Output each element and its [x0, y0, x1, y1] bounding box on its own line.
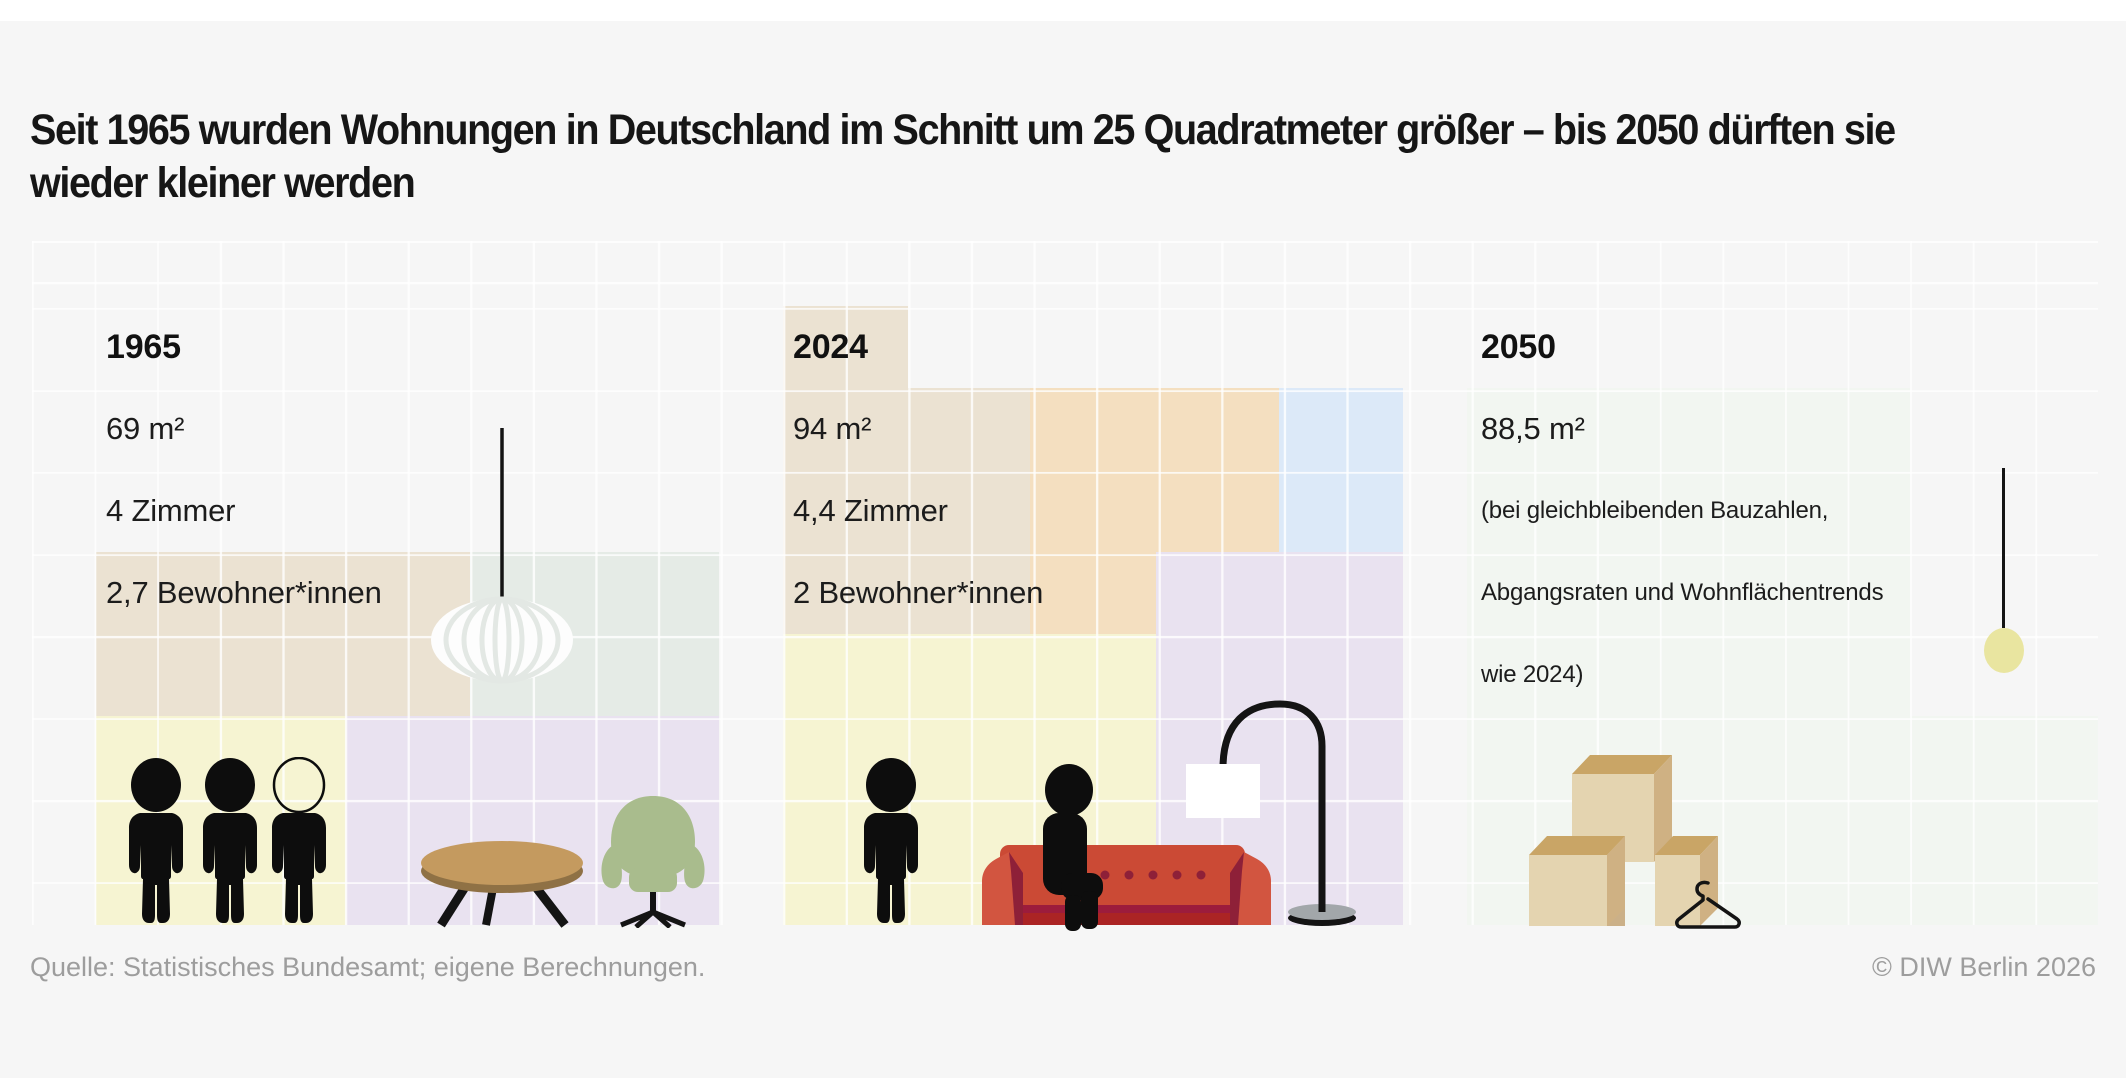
title-line2: wieder kleiner werden: [30, 159, 416, 207]
block-2024-orange-2: [1030, 552, 1156, 634]
pendant-lamp-icon: [431, 428, 573, 684]
label-1965-occupants: 2,7 Bewohner*innen: [106, 575, 382, 610]
title-line1: Seit 1965 wurden Wohnungen in Deutschlan…: [30, 106, 1896, 154]
label-2024-rooms: 4,4 Zimmer: [793, 493, 948, 528]
block-2024-blue: [1279, 388, 1403, 552]
furniture-1965: [421, 796, 705, 928]
label-2024-year: 2024: [793, 327, 868, 366]
label-1965-year: 1965: [106, 327, 181, 366]
person-icon: [129, 758, 257, 923]
armchair-icon: [601, 796, 705, 928]
plumb-bob-icon: [1984, 628, 2024, 673]
label-2050-year: 2050: [1481, 327, 1556, 366]
label-2024-occupants: 2 Bewohner*innen: [793, 575, 1044, 610]
floor-lamp-icon: [1186, 700, 1356, 926]
clothes-hanger-icon: [1675, 880, 1741, 929]
partial-person-icon: [272, 757, 326, 923]
source-note: Quelle: Statistisches Bundesamt; eigene …: [30, 952, 706, 982]
plumb-line-icon: [2002, 468, 2005, 628]
copyright-note: © DIW Berlin 2026: [1872, 952, 2096, 982]
label-2050-area: 88,5 m²: [1481, 411, 1585, 446]
occupants-1965-pictogram: [129, 757, 326, 923]
person-icon: [864, 758, 918, 923]
label-2050-note3: wie 2024): [1481, 661, 1584, 688]
label-2050-note2: Abgangsraten und Wohnflächentrends: [1481, 579, 1884, 606]
label-1965-rooms: 4 Zimmer: [106, 493, 236, 528]
label-2050-note1: (bei gleichbleibenden Bauzahlen,: [1481, 497, 1829, 524]
coffee-table-icon: [421, 841, 583, 928]
label-1965-area: 69 m²: [106, 411, 185, 446]
page-title: Seit 1965 wurden Wohnungen in Deutschlan…: [30, 104, 1896, 210]
label-2024-area: 94 m²: [793, 411, 872, 446]
block-2024-orange: [1030, 388, 1279, 552]
top-white-strip: [0, 0, 2126, 21]
